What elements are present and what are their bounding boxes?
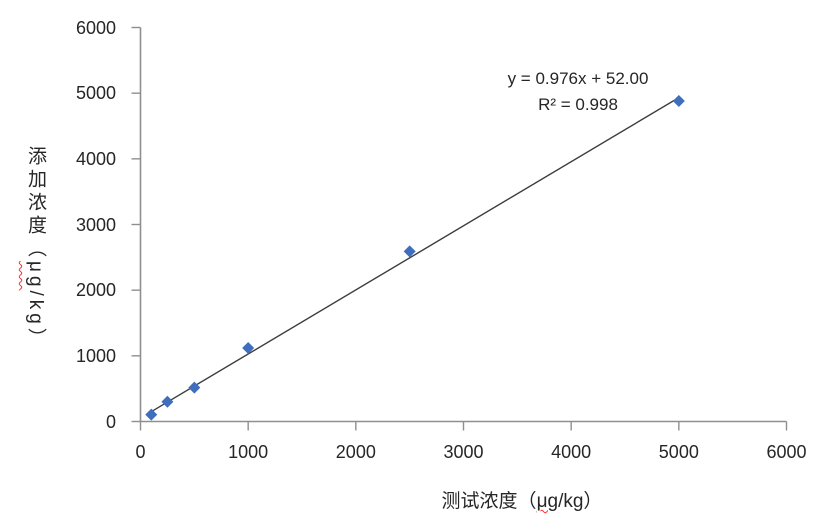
x-axis-title: 测试浓度（μg/kg） bbox=[372, 486, 672, 513]
x-axis-title-text: 测试浓度（ bbox=[441, 491, 537, 512]
trendline bbox=[150, 97, 680, 413]
data-point-marker bbox=[161, 395, 174, 408]
x-axis-unit-misspell: μg bbox=[536, 491, 559, 512]
x-tick-label: 6000 bbox=[766, 442, 807, 462]
x-tick-label: 0 bbox=[135, 442, 146, 462]
y-tick-label: 1000 bbox=[75, 345, 116, 366]
x-tick-label: 3000 bbox=[443, 442, 484, 462]
data-point-marker bbox=[672, 95, 685, 108]
data-point-marker bbox=[242, 341, 255, 354]
y-axis-title-text: 添加浓度 bbox=[25, 146, 46, 238]
trendline-annotation: y = 0.976x + 52.00 R² = 0.998 bbox=[438, 66, 718, 118]
data-point-marker bbox=[188, 381, 201, 394]
y-tick-label: 3000 bbox=[75, 214, 116, 235]
y-axis-unit-rest: /kg） bbox=[25, 290, 46, 351]
y-tick-label: 5000 bbox=[75, 83, 116, 104]
data-point-marker bbox=[403, 245, 416, 258]
trendline-r-squared-text: R² = 0.998 bbox=[538, 95, 618, 114]
x-axis-unit-rest: /kg） bbox=[558, 491, 603, 512]
y-tick-label: 2000 bbox=[75, 280, 116, 301]
trendline-equation-text: y = 0.976x + 52.00 bbox=[507, 69, 649, 88]
data-point-marker bbox=[145, 408, 158, 421]
y-axis-unit-misspell: μg bbox=[25, 261, 46, 291]
y-tick-label: 0 bbox=[105, 411, 116, 432]
y-tick-label: 4000 bbox=[75, 148, 116, 169]
x-tick-label: 5000 bbox=[658, 442, 699, 462]
x-tick-label: 2000 bbox=[335, 442, 376, 462]
y-axis-title: 添加浓度（μg/kg） bbox=[22, 146, 49, 351]
x-tick-label: 4000 bbox=[551, 442, 592, 462]
y-tick-label: 6000 bbox=[75, 17, 116, 38]
x-tick-label: 1000 bbox=[228, 442, 269, 462]
y-axis-unit-open-paren: （ bbox=[25, 238, 46, 261]
